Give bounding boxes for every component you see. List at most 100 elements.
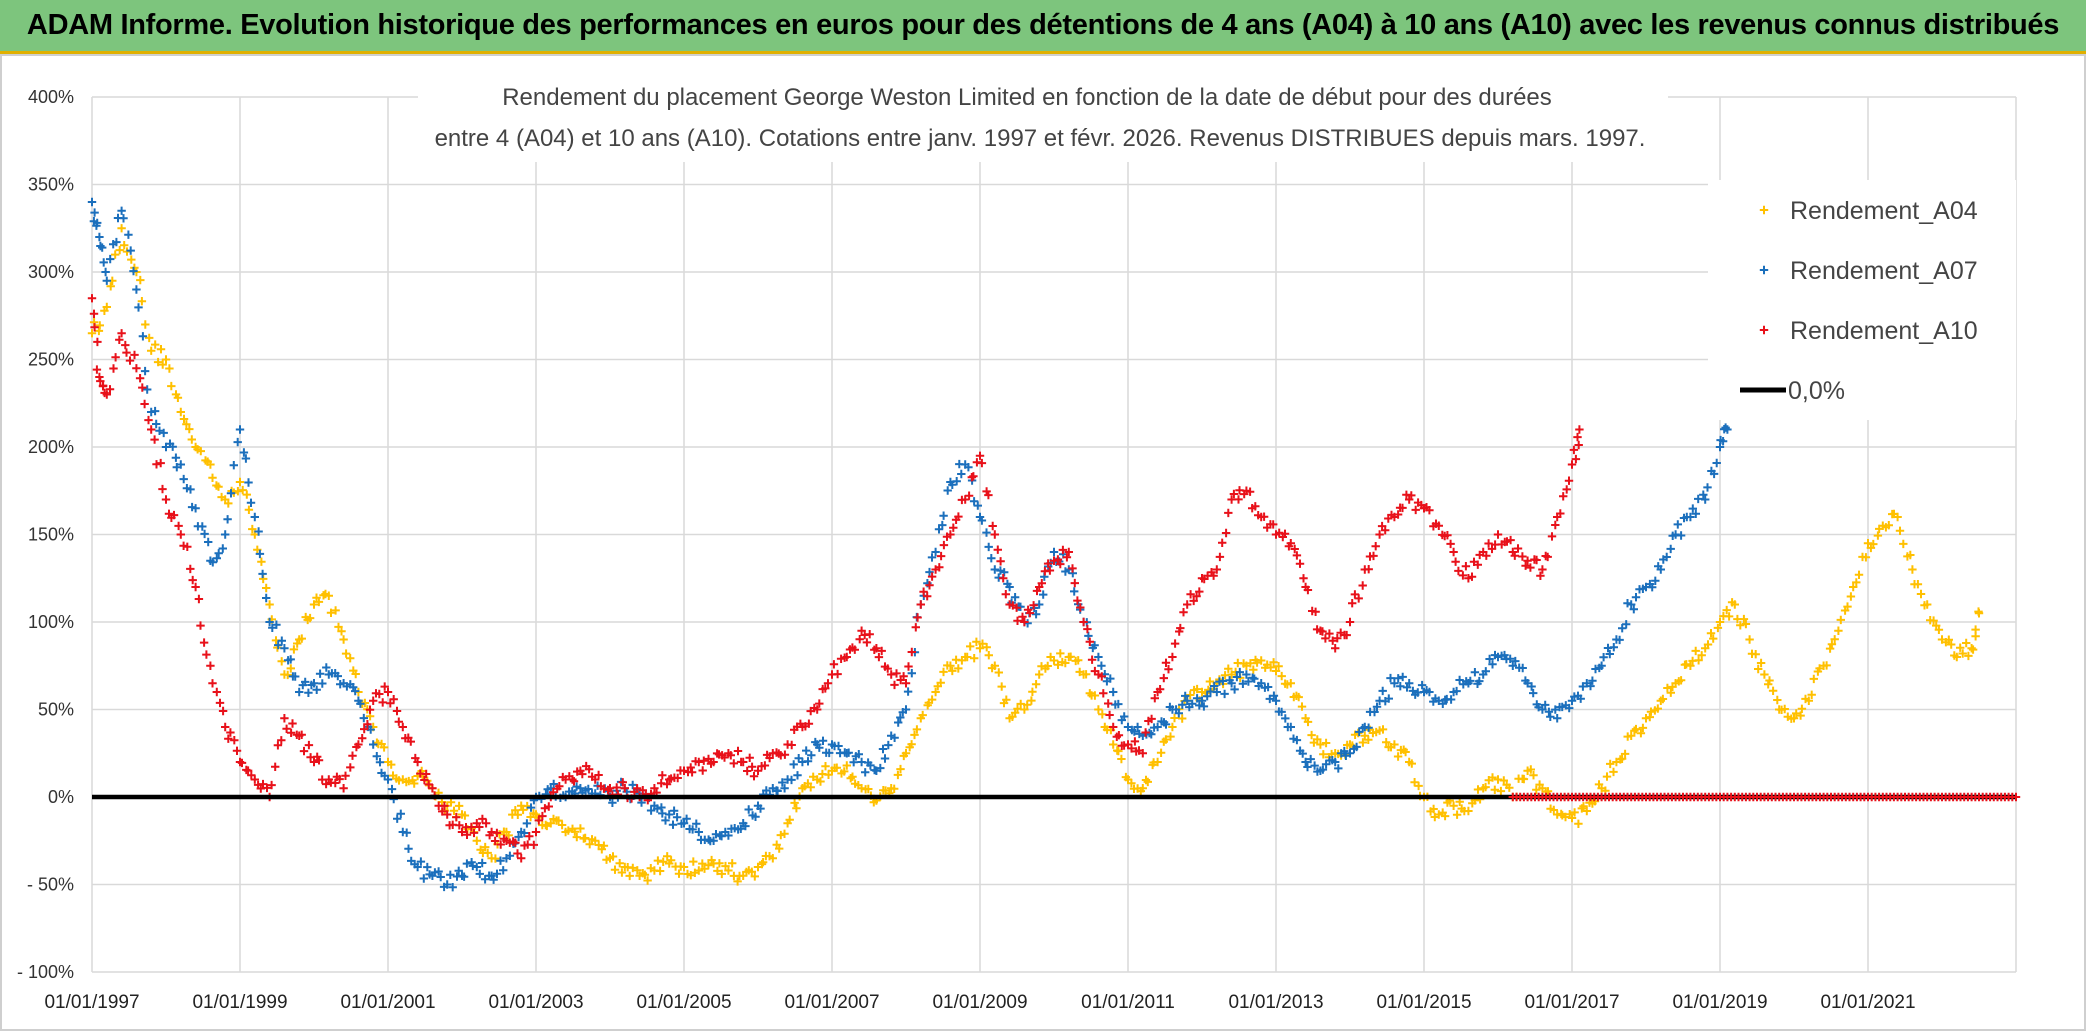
data-point [248,524,257,534]
data-point [239,448,249,457]
data-point [214,549,223,558]
data-point [672,813,682,822]
data-point [1739,614,1749,624]
data-point [489,875,498,884]
data-point [804,719,814,728]
data-point [952,477,961,486]
data-point [1232,672,1242,682]
data-point [1005,582,1014,592]
data-point [315,669,325,678]
data-point [1195,587,1204,596]
data-point [1526,765,1535,774]
data-point [554,816,563,825]
data-point [1452,810,1462,819]
data-point [994,668,1003,677]
data-point [1345,749,1355,758]
data-point [1792,709,1801,718]
data-point [1553,714,1562,723]
data-point [1723,425,1732,434]
data-point [674,869,684,878]
data-point [818,736,828,745]
data-point [972,637,981,646]
data-point [848,772,857,781]
data-point [135,374,145,383]
data-point [653,856,663,865]
data-point [1212,687,1221,697]
x-tick-label: 01/01/2003 [488,992,583,1013]
data-point [112,237,121,247]
data-point [865,630,874,639]
data-point [241,454,251,463]
data-point [1797,704,1807,713]
data-point [360,724,369,734]
y-tick-label: 250% [28,350,74,370]
data-point [206,661,215,670]
data-point [383,775,393,784]
data-point [122,348,131,357]
data-point [272,620,281,629]
data-point [138,383,147,392]
data-point [936,551,946,561]
data-point [95,232,104,242]
data-point [1197,696,1207,705]
data-point [1470,668,1480,677]
legend-label: Rendement_A07 [1790,257,1978,285]
data-point [704,861,713,870]
data-point [1574,819,1583,828]
data-point [1543,787,1553,796]
x-tick-label: 01/01/1999 [192,992,287,1013]
legend-swatch [1759,325,1769,335]
data-point [893,770,903,780]
data-point [1384,694,1393,703]
data-point [291,672,300,681]
data-point [283,670,292,680]
data-point [1242,670,1251,679]
data-point [496,840,505,849]
data-point [1334,764,1343,773]
data-point [625,871,634,881]
data-point [713,866,722,876]
data-point [1049,656,1059,665]
data-point [1451,557,1460,566]
data-point [546,819,555,828]
data-point [673,773,682,783]
data-point [1703,640,1713,649]
data-point [304,688,313,697]
data-point [1822,661,1831,670]
data-point [339,784,348,793]
y-tick-label: - 100% [17,962,74,982]
data-point [226,489,236,498]
data-point [351,686,360,696]
data-point [877,646,886,656]
data-point [1546,712,1555,721]
data-point [925,581,934,590]
data-point [1440,811,1450,821]
data-point [462,859,472,868]
data-point [1294,692,1303,702]
data-point [212,687,221,697]
data-point [438,807,447,816]
data-point [1567,460,1577,469]
data-point [1109,687,1118,697]
data-point [1280,529,1290,538]
data-point [1646,707,1656,716]
data-point [1342,630,1351,640]
data-point [468,861,477,871]
data-point [1012,603,1021,612]
data-point [745,753,754,762]
data-point [226,728,235,737]
data-point [679,819,689,828]
data-point [274,640,283,650]
data-point [1523,556,1532,565]
data-point [126,246,135,255]
data-point [1565,703,1574,713]
data-point [140,366,150,376]
data-point [821,684,830,693]
data-point [1259,512,1269,521]
data-point [309,679,319,688]
data-point [1364,565,1373,574]
data-point [1386,673,1395,683]
data-point [244,505,254,514]
data-point [1765,676,1774,685]
data-point [176,530,185,539]
